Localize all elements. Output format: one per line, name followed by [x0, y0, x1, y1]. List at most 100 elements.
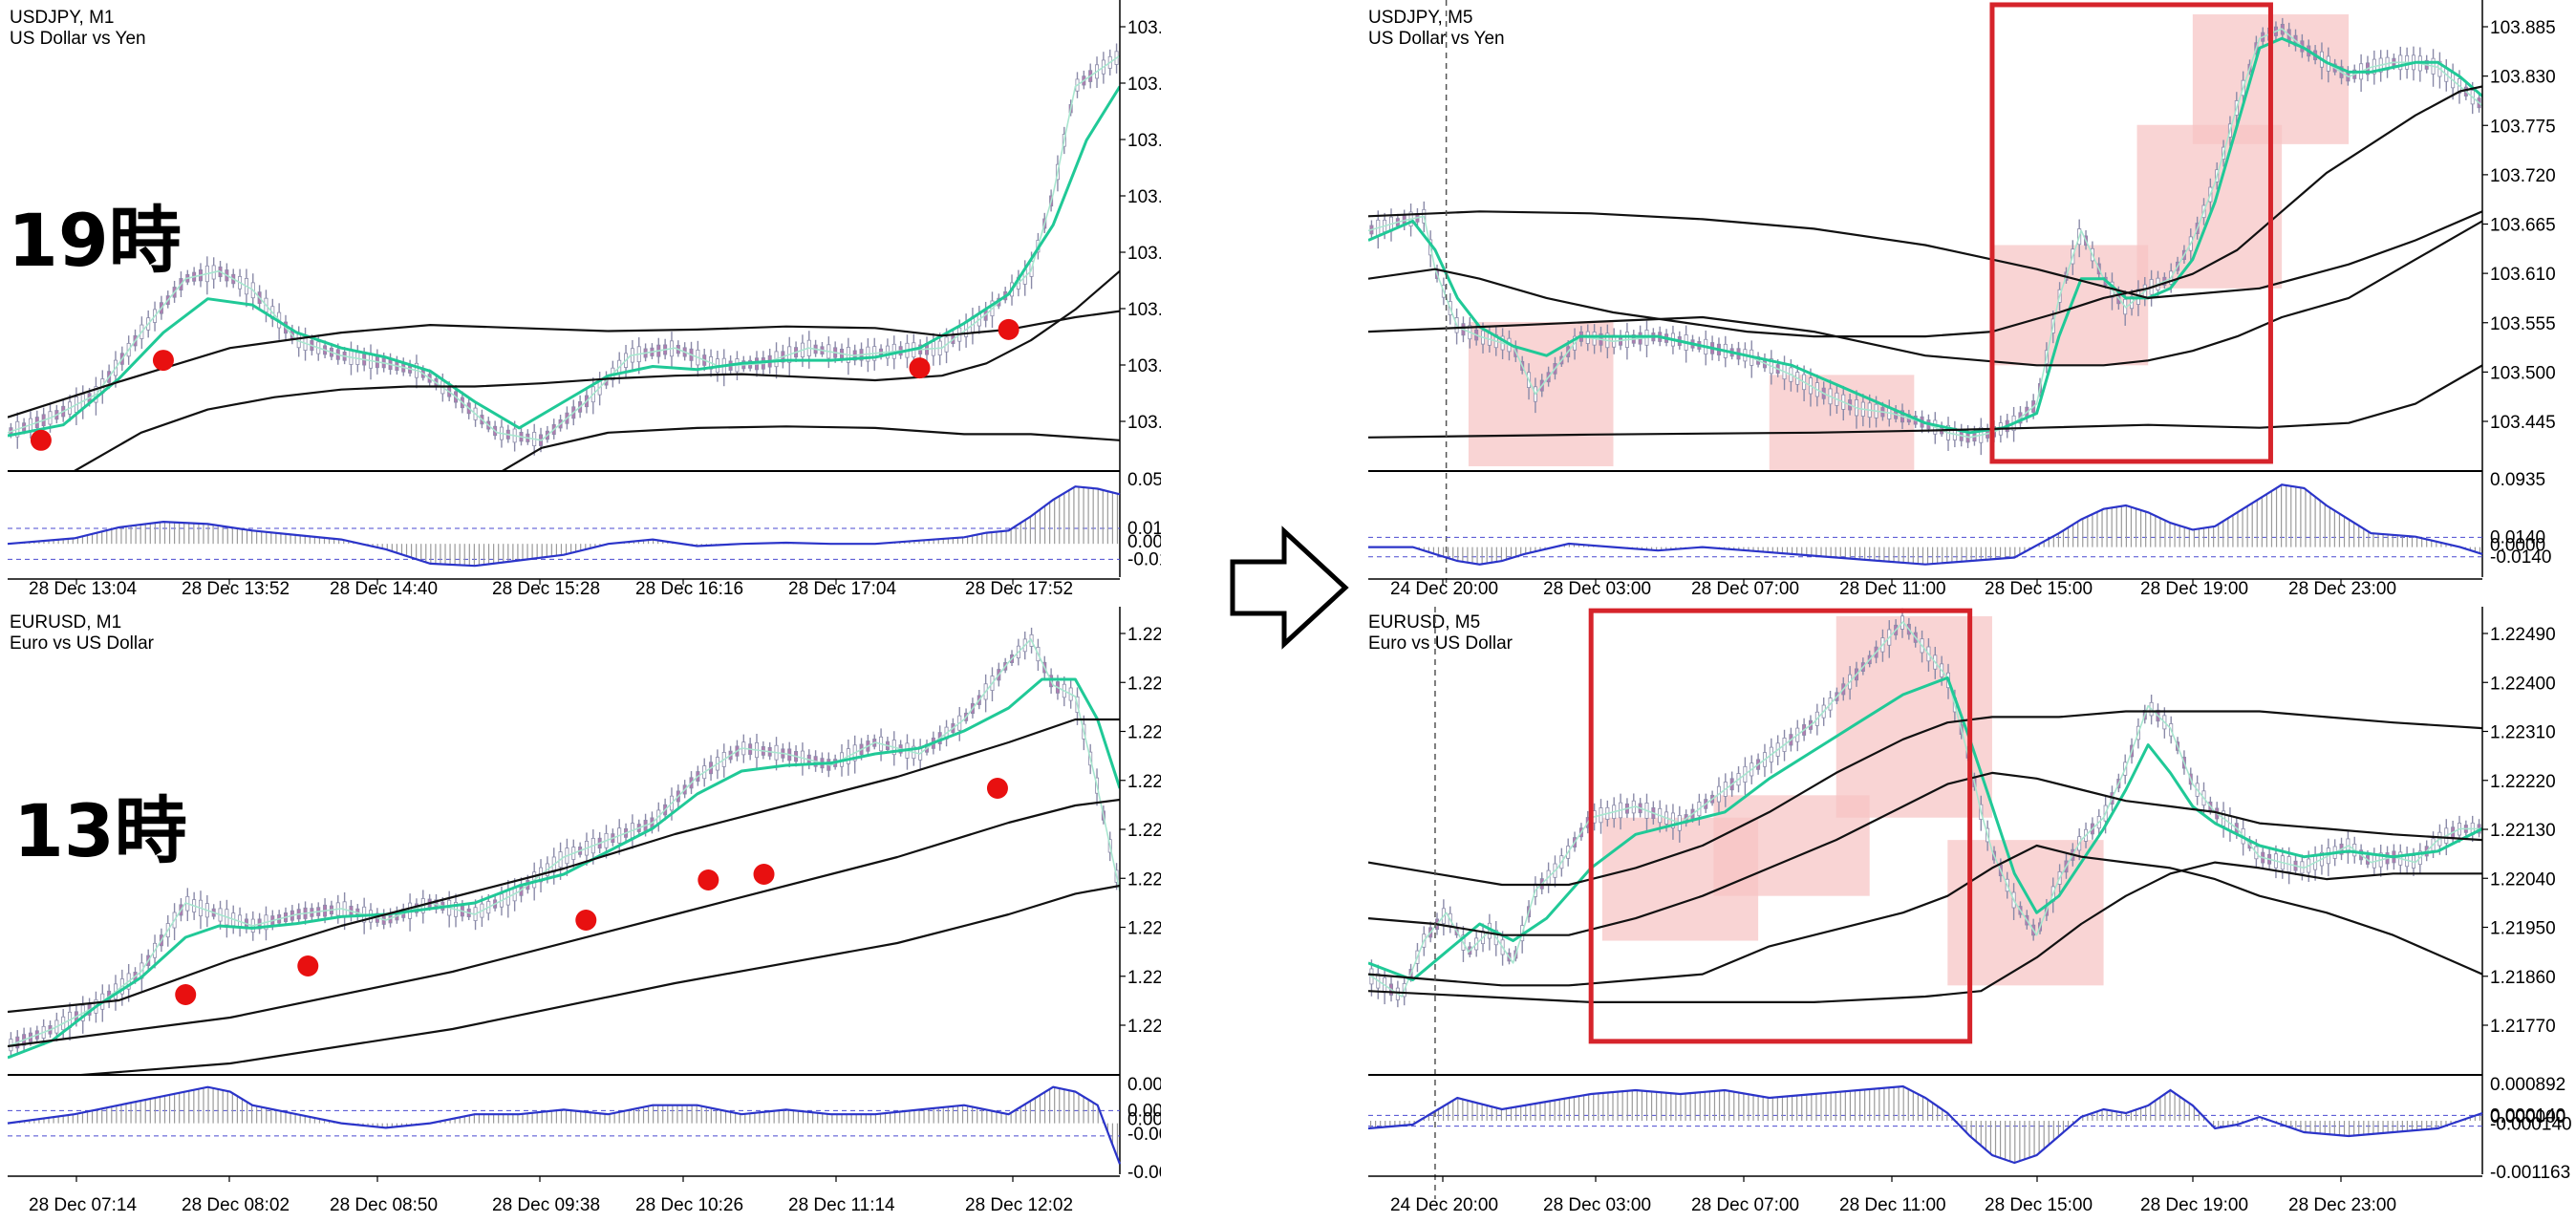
series-line-ema-fast: [1368, 36, 2482, 435]
osc-tick-label: 0.0524: [1127, 470, 1161, 490]
highlight-zone-0: [1468, 322, 1614, 466]
chart-usdjpy-m1: 103.830 103.795 103.760 103.725 103.690 103.6…: [7, 0, 1161, 599]
y-tick-label: 1.22125: [1127, 1017, 1161, 1037]
y-tick-label: 1.22220: [2490, 772, 2556, 792]
osc-tick-label: 0.000406: [1127, 1075, 1161, 1095]
x-tick-label: 28 Dec 11:00: [1839, 1195, 1946, 1215]
osc-line: [1368, 483, 2483, 566]
x-tick-label: 28 Dec 07:14: [29, 1195, 137, 1215]
x-tick-label: 28 Dec 07:00: [1691, 579, 1799, 599]
x-tick-label: 28 Dec 13:52: [182, 579, 290, 599]
x-tick-label: 28 Dec 23:00: [2288, 579, 2396, 599]
focus-box: [1588, 608, 1973, 1044]
chart-title-eurusd-m5: EURUSD, M5: [1368, 612, 1481, 633]
x-tick-label: 28 Dec 11:00: [1839, 579, 1946, 599]
entry-dot-1: [152, 350, 174, 372]
right-arrow-icon: [1230, 526, 1349, 650]
osc-tick-label: 0.000140: [1127, 1101, 1161, 1121]
y-tick-label: 1.22260: [1127, 869, 1161, 890]
y-tick-label: 1.22170: [1127, 968, 1161, 988]
series-line-band-upper: [1368, 210, 2482, 299]
y-tick-label: 1.22130: [2490, 821, 2556, 841]
highlight-zone-1: [1769, 375, 1915, 471]
y-tick-label: 103.725: [1127, 187, 1161, 207]
highlight-zone-2: [1835, 616, 1992, 818]
y-tick-label: 103.665: [2490, 216, 2556, 236]
series-line-band-upper: [1368, 710, 2482, 887]
x-tick-label: 28 Dec 08:02: [182, 1195, 290, 1215]
osc-tick-label: 0.0935: [2490, 470, 2545, 490]
entry-dot-3: [698, 869, 719, 890]
y-tick-label: 1.21860: [2490, 968, 2556, 988]
chart-subtitle-usdjpy-m5: US Dollar vs Yen: [1368, 29, 1505, 49]
osc-tick-label: 0.000000: [1127, 1110, 1161, 1130]
plot-area: [1368, 14, 2482, 471]
highlight-zone-3: [1947, 840, 2104, 986]
annotation-13h: 13時: [13, 788, 187, 873]
x-tick-label: 28 Dec 12:02: [965, 1195, 1073, 1215]
y-tick-label: 103.760: [1127, 131, 1161, 151]
chart-subtitle-usdjpy-m1: US Dollar vs Yen: [10, 29, 146, 49]
x-tick-label: 28 Dec 03:00: [1543, 1195, 1651, 1215]
annotation-19h: 19時: [8, 198, 182, 283]
osc-tick-label: -0.000476: [1127, 1163, 1161, 1183]
series-line-band-outer-low: [1368, 861, 2482, 1003]
x-tick-label: 28 Dec 07:00: [1691, 1195, 1799, 1215]
y-tick-label: 103.610: [2490, 265, 2556, 285]
entry-dot-5: [986, 778, 1008, 799]
x-tick-label: 28 Dec 10:26: [635, 1195, 743, 1215]
series-line-price: [1368, 621, 2482, 998]
y-tick-label: 103.500: [2490, 363, 2556, 383]
y-tick-label: 1.22395: [1127, 723, 1161, 743]
y-tick-label: 1.21950: [2490, 919, 2556, 939]
plot-area: [8, 627, 1120, 1075]
series-line-price: [8, 638, 1120, 1047]
x-tick-label: 28 Dec 19:00: [2140, 579, 2248, 599]
series-line-ma-mid: [8, 718, 1120, 1014]
x-tick-label: 28 Dec 08:50: [330, 1195, 438, 1215]
x-tick-label: 28 Dec 15:00: [1985, 579, 2093, 599]
x-tick-label: 28 Dec 13:04: [29, 579, 137, 599]
series-line-ma-mid: [71, 269, 1120, 471]
osc-tick-label: 0.000140: [2490, 1105, 2565, 1126]
series-line-band-lower: [1368, 220, 2482, 367]
y-tick-label: 1.22350: [1127, 772, 1161, 792]
osc-tick-label: -0.000140: [2490, 1115, 2572, 1135]
osc-line: [7, 1085, 1122, 1165]
osc-tick-label: 0.0140: [2490, 527, 2545, 547]
osc-tick-label: 0.0000: [2490, 536, 2545, 556]
series-line-ema-fast: [8, 85, 1120, 438]
entry-dot-0: [175, 984, 197, 1005]
x-tick-label: 28 Dec 15:00: [1985, 1195, 2093, 1215]
y-tick-label: 103.830: [1127, 18, 1161, 38]
y-tick-label: 103.775: [2490, 117, 2556, 137]
osc-tick-label: -0.0140: [1127, 549, 1161, 569]
chart-eurusd-m5: 1.22490 1.22400 1.22310 1.22220 1.22130 1.220…: [1367, 607, 2572, 1215]
entry-dot-1: [297, 955, 319, 976]
x-tick-label: 28 Dec 17:04: [788, 579, 896, 599]
y-tick-label: 103.720: [2490, 166, 2556, 186]
x-tick-label: 28 Dec 09:38: [492, 1195, 600, 1215]
plot-area: [1368, 608, 2482, 1008]
osc-line: [7, 485, 1121, 568]
osc-tick-label: 0.0140: [1127, 519, 1161, 539]
y-tick-label: 103.795: [1127, 75, 1161, 95]
x-tick-label: 28 Dec 16:16: [635, 579, 743, 599]
entry-dot-3: [998, 318, 1020, 340]
series-line-ema-fast: [1368, 676, 2482, 981]
x-tick-label: 28 Dec 17:52: [965, 579, 1073, 599]
osc-tick-label: -0.000140: [1127, 1125, 1161, 1145]
y-tick-label: 103.620: [1127, 356, 1161, 376]
osc-tick-label: -0.0140: [2490, 547, 2551, 568]
x-tick-label: 28 Dec 14:40: [330, 579, 438, 599]
y-tick-label: 103.830: [2490, 68, 2556, 88]
chart-eurusd-m1: 1.22485 1.22440 1.22395 1.22350 1.22305 1.222…: [7, 607, 1161, 1215]
x-tick-label: 28 Dec 23:00: [2288, 1195, 2396, 1215]
entry-dot-4: [753, 864, 775, 885]
y-tick-label: 103.885: [2490, 18, 2556, 38]
y-tick-label: 1.22040: [2490, 869, 2556, 890]
x-tick-label: 28 Dec 11:14: [788, 1195, 895, 1215]
series-line-ema-fast: [8, 677, 1120, 1060]
y-tick-label: 103.445: [2490, 413, 2556, 433]
